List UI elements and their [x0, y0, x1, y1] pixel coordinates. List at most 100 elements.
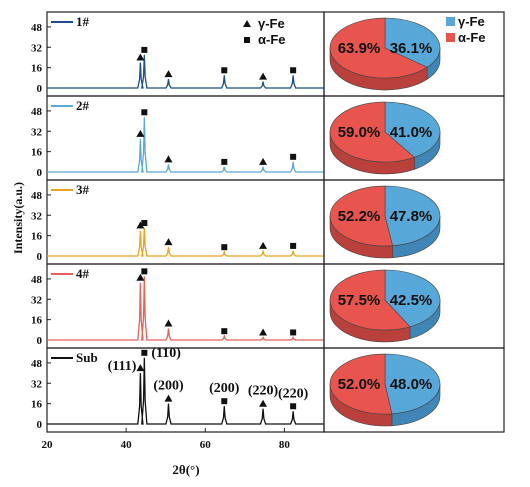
- alpha-fe-percent: 52.0%: [338, 376, 381, 393]
- alpha-fe-marker: [141, 46, 148, 53]
- xrd-panel-5: 0 16 32 48 (111) (110) (200) (200) (220) (220) Sub: [31, 346, 505, 433]
- alpha-fe-marker: [221, 67, 228, 74]
- x-axis-label: 2θ(°): [172, 462, 199, 477]
- x-axis: 20 40 60 80: [42, 428, 291, 451]
- gamma-fe-marker: [136, 129, 145, 137]
- phase-pie-4: 42.5% 57.5%: [329, 269, 441, 343]
- series-name: 4#: [76, 266, 90, 281]
- gamma-fe-slice: [384, 269, 441, 328]
- alpha-fe-percent: 63.9%: [338, 40, 381, 57]
- y-tick-label: 32: [31, 126, 43, 138]
- y-tick-label: 48: [31, 106, 43, 118]
- gamma-fe-legend-marker: [243, 20, 251, 27]
- gamma-fe-marker: [259, 72, 268, 80]
- alpha-fe-slice: [329, 269, 411, 331]
- xrd-panels: 0 16 32 48 1# 0 16 32 48 2# 0 16 32 48 3# 0 16 32 48 4# 0 16 3…: [31, 11, 505, 433]
- gamma-fe-percent: 42.5%: [390, 292, 433, 309]
- gamma-fe-marker: [164, 394, 173, 402]
- gamma-fe-marker: [164, 70, 173, 78]
- alpha-fe-pie-legend-swatch: [446, 33, 455, 42]
- xrd-panel-4: 0 16 32 48 4#: [31, 263, 505, 349]
- phase-pie-1: 36.1% 63.9%: [329, 17, 441, 91]
- phase-pie-5: 48.0% 52.0%: [329, 353, 441, 427]
- y-tick-label: 0: [37, 335, 43, 347]
- y-tick-label: 48: [31, 22, 43, 34]
- x-tick-label: 40: [121, 439, 133, 451]
- y-tick-label: 0: [37, 251, 43, 263]
- alpha-fe-percent: 57.5%: [338, 292, 381, 309]
- gamma-fe-percent: 41.0%: [390, 124, 433, 141]
- alpha-fe-slice: [329, 185, 393, 247]
- y-tick-label: 48: [31, 358, 43, 370]
- gamma-fe-marker: [259, 328, 268, 336]
- y-tick-label: 0: [37, 419, 43, 431]
- gamma-fe-percent: 36.1%: [390, 40, 433, 57]
- alpha-fe-marker: [221, 398, 228, 405]
- gamma-fe-pie-legend-label: γ-Fe: [458, 14, 485, 29]
- xrd-panel-2: 0 16 32 48 2#: [31, 95, 505, 181]
- xrd-line: [47, 54, 324, 89]
- y-tick-label: 0: [37, 167, 43, 179]
- gamma-fe-marker: [136, 53, 145, 61]
- gamma-fe-slice: [384, 185, 441, 247]
- hkl-label: (111): [108, 359, 137, 374]
- alpha-fe-legend-label: α-Fe: [258, 32, 286, 47]
- alpha-fe-percent: 52.2%: [338, 208, 381, 225]
- gamma-fe-marker: [136, 221, 145, 229]
- gamma-fe-percent: 48.0%: [390, 376, 433, 393]
- series-name: Sub: [76, 350, 98, 365]
- gamma-fe-marker: [259, 399, 268, 407]
- hkl-label: (110): [151, 346, 181, 361]
- alpha-fe-slice: [329, 101, 416, 163]
- y-tick-label: 32: [31, 378, 43, 390]
- alpha-fe-marker: [141, 349, 148, 356]
- x-tick-label: 80: [279, 439, 291, 451]
- alpha-fe-marker: [290, 242, 297, 249]
- series-name: 3#: [76, 182, 90, 197]
- y-tick-label: 48: [31, 190, 43, 202]
- gamma-fe-marker: [164, 238, 173, 246]
- phase-pie-charts: 36.1% 63.9% 41.0% 59.0% 47.8% 52.2% 42.5% 57.5%…: [329, 17, 441, 427]
- pie-frame: [323, 347, 505, 433]
- alpha-fe-marker: [290, 403, 297, 410]
- alpha-fe-marker: [221, 328, 228, 335]
- alpha-fe-marker: [290, 329, 297, 336]
- alpha-fe-marker: [141, 268, 148, 275]
- phase-pie-2: 41.0% 59.0%: [329, 101, 441, 175]
- hkl-label: (200): [209, 381, 240, 396]
- gamma-fe-slice: [384, 353, 441, 415]
- alpha-fe-slice: [329, 353, 393, 415]
- y-axis-label: Intensity(a.u.): [11, 182, 25, 254]
- series-name: 1#: [76, 14, 90, 29]
- gamma-fe-marker: [164, 155, 173, 163]
- alpha-fe-pie-legend-label: α-Fe: [458, 30, 486, 45]
- x-tick-label: 20: [42, 439, 54, 451]
- y-tick-label: 32: [31, 42, 43, 54]
- gamma-fe-slice: [384, 17, 441, 68]
- hkl-label: (220): [278, 386, 309, 401]
- xrd-line: [47, 357, 324, 425]
- gamma-fe-marker: [259, 157, 268, 165]
- x-tick-label: 60: [200, 439, 212, 451]
- gamma-fe-marker: [164, 319, 173, 327]
- hkl-label: (220): [248, 384, 279, 399]
- y-tick-label: 32: [31, 294, 43, 306]
- alpha-fe-marker: [141, 109, 148, 116]
- xrd-line: [47, 276, 324, 341]
- y-tick-label: 32: [31, 210, 43, 222]
- gamma-fe-percent: 47.8%: [390, 208, 433, 225]
- xrd-line: [47, 227, 324, 257]
- y-tick-label: 16: [31, 315, 43, 327]
- y-tick-label: 0: [37, 83, 43, 95]
- y-tick-label: 16: [31, 63, 43, 75]
- alpha-fe-marker: [221, 158, 228, 165]
- alpha-fe-percent: 59.0%: [338, 124, 381, 141]
- y-tick-label: 16: [31, 231, 43, 243]
- hkl-label: (200): [153, 379, 184, 394]
- legend: γ-Feα-Feγ-Feα-Fe: [243, 14, 486, 47]
- y-tick-label: 48: [31, 274, 43, 286]
- series-name: 2#: [76, 98, 90, 113]
- gamma-fe-legend-label: γ-Fe: [258, 16, 285, 31]
- alpha-fe-slice: [329, 17, 428, 79]
